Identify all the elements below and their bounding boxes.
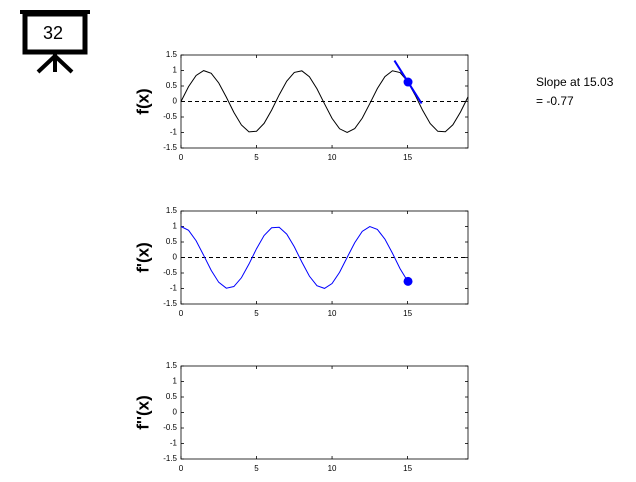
- y-tick-label: -1: [170, 284, 178, 293]
- y-axis-label: f'(x): [133, 242, 152, 272]
- y-tick-label: -1.5: [163, 143, 177, 152]
- y-tick-label: -1.5: [163, 454, 177, 463]
- y-tick-label: 1: [173, 222, 178, 231]
- x-tick-label: 15: [403, 153, 412, 162]
- y-tick-label: -1: [170, 128, 178, 137]
- y-tick-label: -0.5: [163, 112, 177, 121]
- leg: [36, 54, 57, 74]
- x-tick-label: 5: [254, 153, 259, 162]
- x-tick-label: 15: [403, 464, 412, 473]
- y-tick-label: 0.5: [166, 392, 178, 401]
- x-tick-label: 0: [179, 309, 184, 318]
- subplot: -1.5 -1 -0.5 0 0.5 1 1.5 0 5 10 15 f(x): [133, 50, 469, 162]
- x-tick-label: 5: [254, 464, 259, 473]
- y-tick-label: 0: [173, 408, 178, 417]
- plot-area: [180, 365, 469, 460]
- y-tick-label: 0: [173, 253, 178, 262]
- badge-icon: 32: [20, 10, 90, 74]
- point-marker: [403, 77, 413, 87]
- subplot: -1.5 -1 -0.5 0 0.5 1 1.5 0 5 10 15 f'(x): [133, 206, 469, 318]
- y-tick-label: 1.5: [166, 206, 178, 215]
- leg: [53, 54, 74, 74]
- y-tick-label: -0.5: [163, 268, 177, 277]
- badge-text: 32: [43, 23, 63, 43]
- x-tick-label: 10: [328, 464, 337, 473]
- y-axis-label: f(x): [133, 88, 152, 114]
- point-marker: [403, 276, 413, 286]
- x-tick-label: 0: [179, 153, 184, 162]
- y-tick-label: 1.5: [166, 50, 178, 59]
- subplot: -1.5 -1 -0.5 0 0.5 1 1.5 0 5 10 15 f''(x): [133, 361, 469, 473]
- y-tick-label: 0: [173, 97, 178, 106]
- line: [180, 226, 409, 289]
- line: [180, 70, 469, 134]
- y-axis-label: f''(x): [133, 395, 152, 430]
- y-tick-label: -1: [170, 439, 178, 448]
- y-tick-label: 0.5: [166, 81, 178, 90]
- y-tick-label: -1.5: [163, 299, 177, 308]
- annotation: Slope at 15.03: [536, 75, 614, 89]
- y-tick-label: 1.5: [166, 361, 178, 370]
- annotation: = -0.77: [536, 94, 574, 108]
- y-tick-label: 1: [173, 377, 178, 386]
- y-tick-label: 1: [173, 66, 178, 75]
- x-tick-label: 10: [328, 153, 337, 162]
- y-tick-label: 0.5: [166, 237, 178, 246]
- x-tick-label: 0: [179, 464, 184, 473]
- x-tick-label: 5: [254, 309, 259, 318]
- y-tick-label: -0.5: [163, 423, 177, 432]
- x-tick-label: 15: [403, 309, 412, 318]
- x-tick-label: 10: [328, 309, 337, 318]
